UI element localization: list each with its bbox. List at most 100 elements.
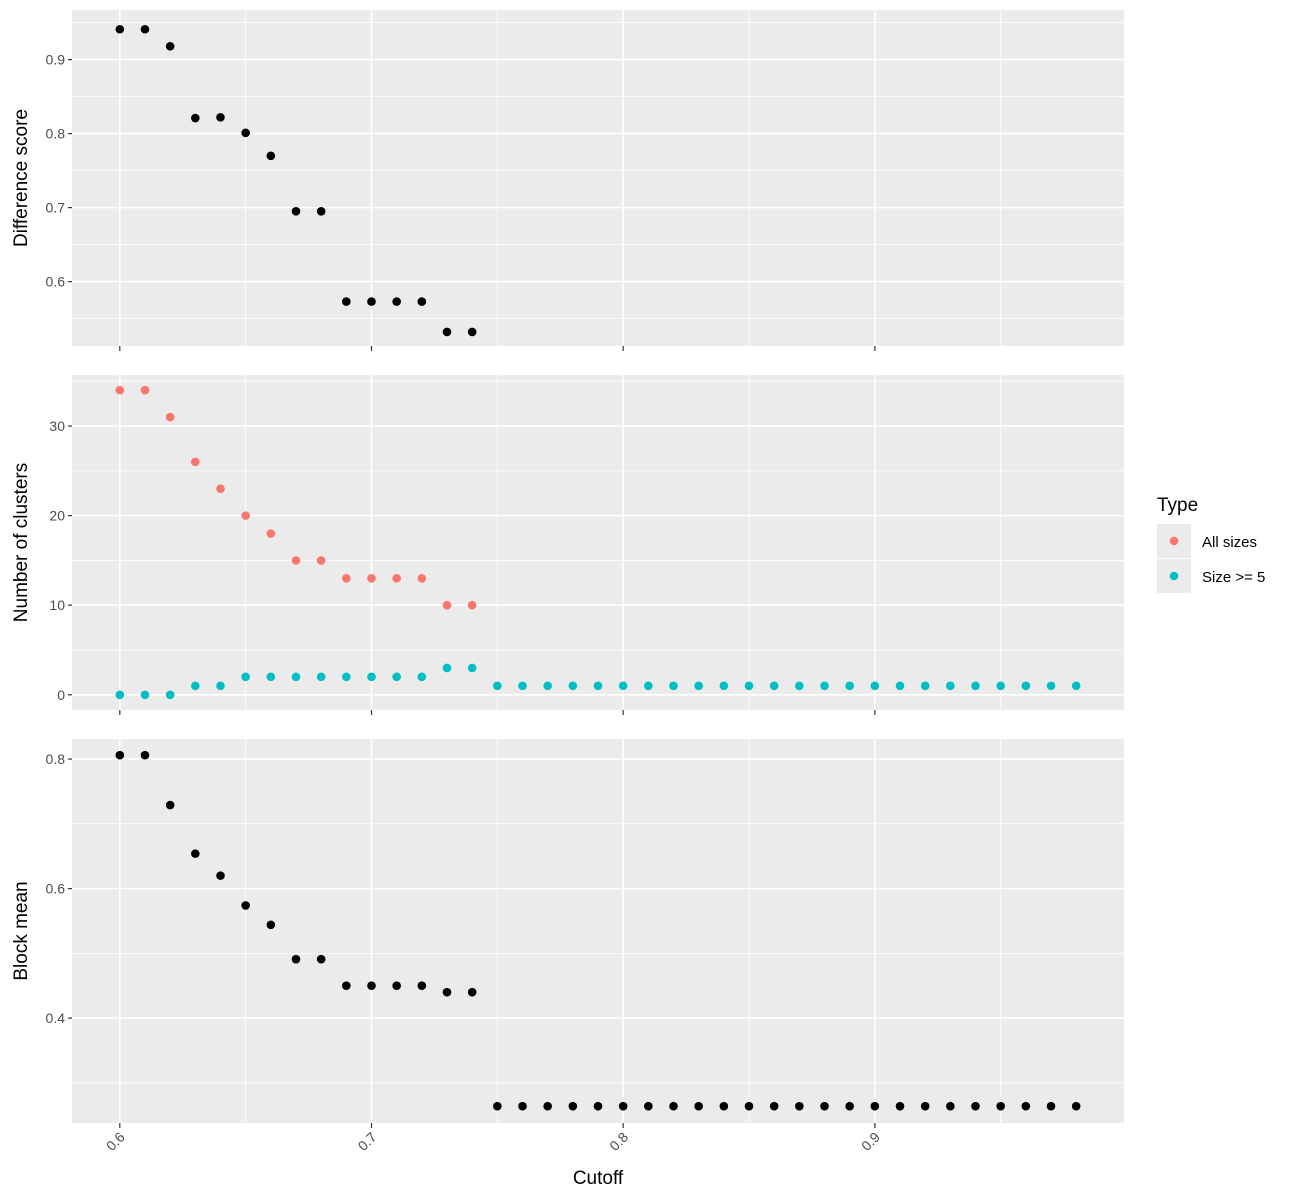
data-point <box>342 574 351 583</box>
data-point <box>216 484 225 494</box>
y-tick-label: 10 <box>49 597 65 613</box>
data-point <box>191 457 200 467</box>
y-tick-label: 0.8 <box>46 126 66 142</box>
data-point <box>367 981 376 991</box>
data-point <box>996 681 1005 691</box>
y-tick-label: 20 <box>49 508 65 524</box>
data-point <box>467 987 477 997</box>
data-point <box>392 672 401 682</box>
data-point <box>115 690 125 700</box>
data-point <box>140 385 150 395</box>
data-point <box>342 981 351 991</box>
data-point <box>895 681 905 691</box>
data-point <box>316 672 326 682</box>
y-tick-label: 0.4 <box>46 1010 66 1026</box>
data-point <box>1046 681 1056 691</box>
data-point <box>920 681 930 691</box>
data-point <box>820 681 829 691</box>
data-point <box>266 529 276 538</box>
data-point <box>845 681 854 691</box>
data-point <box>316 207 326 216</box>
data-point <box>291 207 301 216</box>
data-point <box>165 412 175 422</box>
data-point <box>568 1101 578 1111</box>
y-axis-title-3: Block mean <box>11 881 32 980</box>
data-point <box>895 1101 905 1111</box>
data-point <box>216 113 225 122</box>
data-point <box>241 672 250 682</box>
legend-key-point <box>1169 536 1179 546</box>
y-axis-title-1: Difference score <box>11 109 32 247</box>
data-point <box>1071 681 1081 691</box>
data-point <box>467 600 477 610</box>
data-point <box>795 1101 804 1111</box>
data-point <box>719 681 729 691</box>
data-point <box>140 690 150 700</box>
data-point <box>266 920 276 930</box>
data-point <box>392 981 401 991</box>
data-point <box>820 1101 829 1111</box>
legend-label: Size >= 5 <box>1202 569 1265 586</box>
data-point <box>493 1101 502 1111</box>
x-axis-title: Cutoff <box>573 1168 624 1189</box>
y-tick-label: 0.6 <box>46 881 66 897</box>
data-point <box>644 681 653 691</box>
data-point <box>115 385 125 395</box>
data-point <box>1021 681 1031 691</box>
data-point <box>971 1101 980 1111</box>
data-point <box>467 663 477 673</box>
data-point <box>618 1101 628 1111</box>
data-point <box>392 297 401 306</box>
y-tick-label: 0.8 <box>46 751 66 767</box>
data-point <box>115 750 125 760</box>
data-point <box>392 574 401 583</box>
y-tick-label: 0.9 <box>46 52 66 68</box>
x-tick-label: 0.8 <box>606 1129 631 1154</box>
data-point <box>1046 1101 1056 1111</box>
data-point <box>946 1101 955 1111</box>
y-tick-label: 0.6 <box>46 274 66 290</box>
panel-background-1 <box>72 10 1124 346</box>
y-axis-title-2: Number of clusters <box>11 463 32 622</box>
data-point <box>593 681 603 691</box>
data-point <box>165 800 175 810</box>
data-point <box>316 556 326 565</box>
data-point <box>140 750 150 760</box>
x-tick-label: 0.9 <box>858 1129 883 1154</box>
data-point <box>241 511 250 520</box>
data-point <box>1021 1101 1031 1111</box>
data-point <box>593 1101 603 1111</box>
data-point <box>417 574 427 583</box>
data-point <box>266 151 276 161</box>
data-point <box>417 297 427 306</box>
data-point <box>870 1101 880 1111</box>
data-point <box>644 1101 653 1111</box>
data-point <box>442 600 452 610</box>
data-point <box>795 681 804 691</box>
data-point <box>543 681 552 691</box>
data-point <box>769 681 779 691</box>
data-point <box>241 901 250 910</box>
data-point <box>191 849 200 858</box>
x-tick-label: 0.6 <box>103 1129 128 1154</box>
data-point <box>316 954 326 964</box>
data-point <box>216 681 225 691</box>
data-point <box>845 1101 854 1111</box>
data-point <box>1071 1101 1081 1111</box>
data-point <box>140 24 150 34</box>
data-point <box>694 1101 703 1111</box>
data-point <box>442 327 452 337</box>
data-point <box>191 113 200 123</box>
data-point <box>165 41 175 51</box>
data-point <box>367 574 376 583</box>
data-point <box>367 297 376 306</box>
y-tick-label: 30 <box>49 418 65 434</box>
data-point <box>165 690 175 700</box>
data-point <box>417 672 427 682</box>
data-point <box>191 681 200 691</box>
data-point <box>920 1101 930 1111</box>
data-point <box>769 1101 779 1111</box>
data-point <box>669 1101 678 1111</box>
data-point <box>467 327 477 337</box>
